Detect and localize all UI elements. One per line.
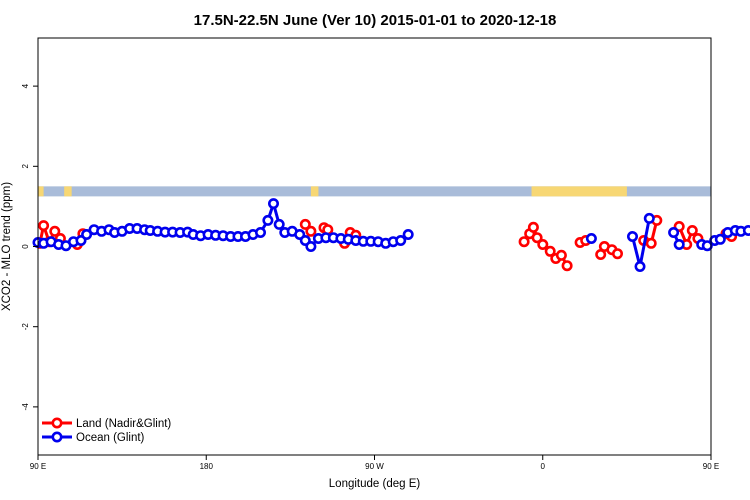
land-point bbox=[686, 225, 698, 237]
ocean-point bbox=[668, 227, 680, 239]
land-band-segment bbox=[531, 186, 627, 197]
ocean-point bbox=[262, 214, 274, 226]
x-axis: 90 E 180 90 W 0 90 E bbox=[30, 455, 719, 471]
ocean-series bbox=[32, 198, 750, 272]
legend-label: Land (Nadir&Glint) bbox=[76, 418, 171, 430]
land-point bbox=[537, 239, 549, 251]
series-layer bbox=[32, 198, 750, 272]
x-axis-label: Longitude (deg E) bbox=[329, 478, 421, 490]
ocean-point bbox=[643, 212, 655, 224]
land-band-segment bbox=[310, 186, 319, 197]
land-band-segment bbox=[38, 186, 44, 197]
ocean-point bbox=[626, 231, 638, 243]
land-point bbox=[38, 220, 50, 232]
legend-item-ocean: Ocean (Glint) bbox=[42, 431, 145, 444]
land-point bbox=[531, 232, 543, 244]
ocean-point bbox=[742, 225, 750, 236]
y-tick-label: -2 bbox=[21, 323, 30, 331]
ocean-point bbox=[585, 233, 597, 245]
land-band-segment bbox=[64, 186, 72, 197]
legend-marker bbox=[51, 417, 63, 429]
ocean-band bbox=[38, 186, 711, 197]
land-point bbox=[527, 221, 539, 233]
ocean-point bbox=[273, 218, 285, 230]
ocean-point bbox=[673, 239, 685, 251]
x-tick-label: 90 E bbox=[703, 462, 719, 471]
y-tick-label: -4 bbox=[21, 403, 30, 411]
land-point bbox=[645, 237, 657, 249]
ocean-point bbox=[305, 241, 317, 253]
ocean-point bbox=[714, 233, 726, 245]
y-axis-label: XCO2 - MLO trend (ppm) bbox=[1, 182, 13, 311]
legend: Land (Nadir&Glint) Ocean (Glint) bbox=[42, 417, 171, 444]
y-tick-label: 4 bbox=[21, 83, 30, 88]
x-tick-label: 180 bbox=[200, 462, 214, 471]
land-ocean-band bbox=[38, 186, 711, 197]
y-tick-label: 2 bbox=[21, 164, 30, 169]
land-point bbox=[518, 236, 530, 248]
land-point bbox=[561, 260, 573, 272]
legend-label: Ocean (Glint) bbox=[76, 432, 145, 444]
legend-marker bbox=[51, 431, 63, 443]
land-point bbox=[305, 225, 317, 237]
ocean-point bbox=[267, 198, 279, 210]
land-point bbox=[299, 218, 311, 230]
y-tick-label: 0 bbox=[21, 244, 30, 249]
ocean-point bbox=[402, 229, 414, 241]
ocean-point bbox=[81, 229, 93, 241]
land-point bbox=[555, 249, 567, 261]
y-axis: -4 -2 0 2 4 bbox=[21, 83, 38, 410]
ocean-point bbox=[254, 227, 266, 239]
ocean-point bbox=[395, 235, 407, 247]
x-tick-label: 0 bbox=[541, 462, 546, 471]
x-tick-label: 90 W bbox=[365, 462, 384, 471]
legend-item-land: Land (Nadir&Glint) bbox=[42, 417, 171, 430]
land-point bbox=[611, 248, 623, 260]
x-tick-label: 90 E bbox=[30, 462, 46, 471]
ocean-point bbox=[634, 260, 646, 272]
chart-title: 17.5N-22.5N June (Ver 10) 2015-01-01 to … bbox=[194, 12, 557, 29]
land-point bbox=[544, 245, 556, 257]
land-point bbox=[49, 225, 61, 237]
